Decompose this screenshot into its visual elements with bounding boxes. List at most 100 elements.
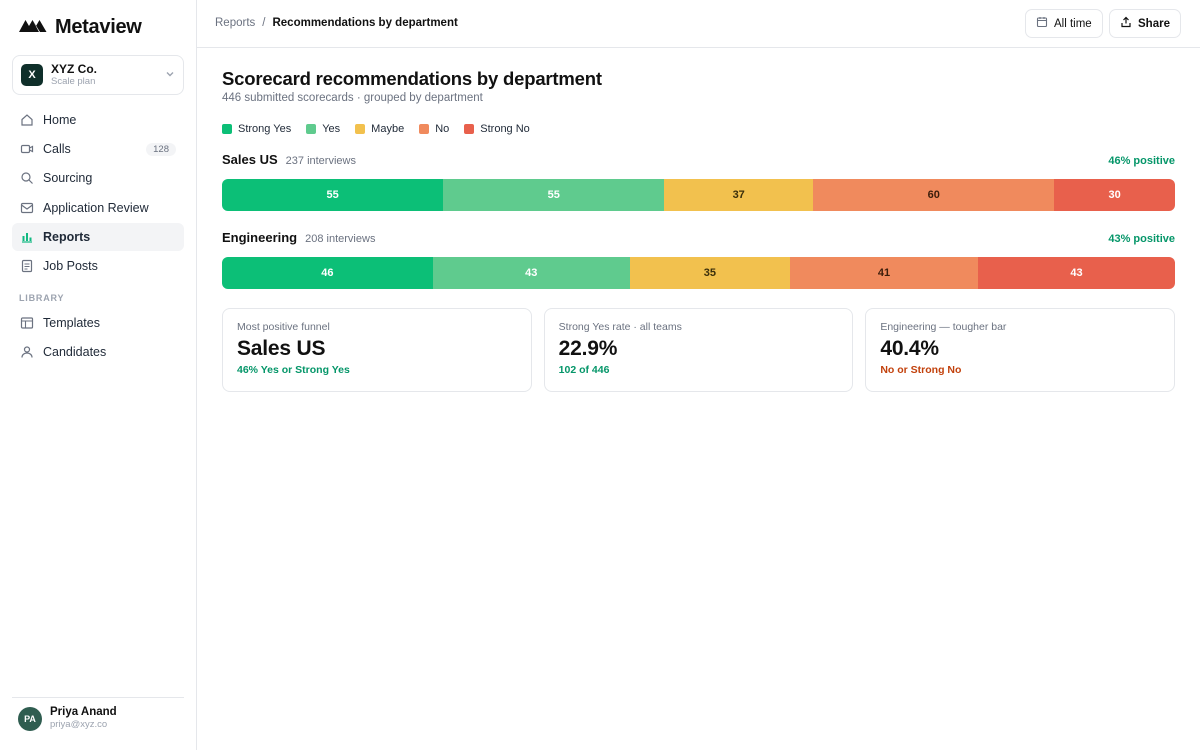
sidebar-item-label: Sourcing	[43, 171, 93, 186]
legend-item: No	[419, 123, 449, 135]
sidebar-item-candidates[interactable]: Candidates	[12, 338, 184, 366]
template-icon	[20, 316, 34, 330]
sidebar-item-label: Reports	[43, 229, 91, 244]
department-sales-us: Sales US 237 interviews 46% positive 55 5…	[222, 152, 1175, 211]
bar-segment-no[interactable]: 41	[790, 257, 978, 289]
card-value: 22.9%	[558, 337, 618, 360]
breadcrumb: Reports / Recommendations by department	[215, 17, 458, 29]
legend-label: Yes	[322, 123, 341, 135]
sidebar-item-label: Application Review	[43, 200, 149, 215]
bar-segment-yes[interactable]: 43	[432, 257, 630, 289]
avatar: PA	[18, 706, 42, 731]
legend-item: Maybe	[355, 123, 404, 135]
legend-item: Strong Yes	[222, 123, 291, 135]
sidebar: Metaview X XYZ Co. Scale plan Home Calls…	[0, 0, 197, 750]
legend-label: No	[435, 123, 450, 135]
legend-swatch	[222, 124, 232, 134]
legend-swatch	[419, 124, 430, 134]
share-label: Share	[1138, 17, 1170, 30]
legend-label: Strong Yes	[238, 123, 292, 135]
workspace-badge: X	[21, 64, 43, 86]
card-note: 46% Yes or Strong Yes	[237, 364, 350, 376]
department-name: Engineering	[222, 230, 298, 245]
stacked-bar-engineering: 46 43 35 41 43	[222, 257, 1175, 289]
sidebar-item-label: Candidates	[43, 345, 107, 360]
sidebar-nav: Home Calls 128 Sourcing Application Revi…	[12, 106, 184, 368]
sidebar-item-application-review[interactable]: Application Review	[12, 194, 184, 222]
bar-segment-yes[interactable]: 55	[443, 179, 665, 211]
legend-label: Maybe	[371, 123, 405, 135]
search-icon	[20, 171, 34, 185]
summary-cards: Most positive funnel Sales US 46% Yes or…	[222, 308, 1176, 392]
bar-chart-icon	[20, 230, 34, 244]
workspace-name: XYZ Co.	[51, 62, 98, 76]
user-icon	[20, 345, 34, 359]
breadcrumb-current: Recommendations by department	[272, 17, 458, 29]
share-icon	[1120, 16, 1132, 31]
legend-item: Strong No	[464, 123, 530, 135]
bar-segment-strong-no[interactable]: 43	[977, 257, 1175, 289]
summary-card: Most positive funnel Sales US 46% Yes or…	[222, 308, 532, 392]
sidebar-item-calls[interactable]: Calls 128	[12, 135, 184, 163]
card-label: Engineering — tougher bar	[880, 321, 1007, 333]
workspace-plan: Scale plan	[51, 76, 96, 87]
page-title: Scorecard recommendations by department	[222, 68, 602, 89]
sidebar-item-home[interactable]: Home	[12, 106, 184, 134]
department-interviews: 237 interviews	[285, 155, 356, 167]
calls-count-badge: 128	[146, 142, 176, 156]
video-icon	[20, 142, 34, 156]
card-value: Sales US	[237, 337, 326, 360]
department-positive-rate: 43% positive	[1108, 233, 1175, 245]
sidebar-item-label: Calls	[43, 142, 71, 157]
workspace-switcher[interactable]: X XYZ Co. Scale plan	[12, 55, 184, 95]
date-range-button[interactable]: All time	[1025, 9, 1103, 38]
library-heading: LIBRARY	[19, 293, 65, 304]
user-name: Priya Anand	[50, 706, 117, 718]
sidebar-item-job-posts[interactable]: Job Posts	[12, 252, 184, 280]
top-bar: Reports / Recommendations by department …	[197, 0, 1200, 48]
bar-segment-strong-yes[interactable]: 46	[222, 257, 433, 289]
user-profile[interactable]: PA Priya Anand priya@xyz.co	[12, 697, 184, 731]
bar-segment-strong-yes[interactable]: 55	[222, 179, 444, 211]
date-range-label: All time	[1054, 17, 1092, 30]
card-label: Strong Yes rate · all teams	[558, 321, 682, 333]
bar-segment-no[interactable]: 60	[813, 179, 1055, 211]
legend-swatch	[464, 124, 475, 134]
sidebar-item-label: Home	[43, 113, 77, 127]
sidebar-item-reports[interactable]: Reports	[12, 222, 184, 251]
user-email: priya@xyz.co	[50, 719, 108, 730]
card-note: 102 of 446	[558, 364, 610, 376]
card-value: 40.4%	[880, 337, 939, 360]
sidebar-item-label: Job Posts	[43, 258, 98, 273]
calendar-icon	[1036, 16, 1048, 31]
inbox-icon	[20, 201, 34, 215]
bar-segment-maybe[interactable]: 37	[664, 179, 814, 211]
legend-label: Strong No	[480, 123, 530, 135]
metaview-logo-icon	[18, 15, 48, 40]
card-label: Most positive funnel	[237, 321, 330, 333]
legend-swatch	[355, 124, 366, 134]
summary-card: Strong Yes rate · all teams 22.9% 102 of…	[543, 308, 854, 392]
bar-segment-strong-no[interactable]: 30	[1054, 179, 1175, 211]
stacked-bar-sales-us: 55 55 37 60 30	[222, 179, 1175, 211]
document-icon	[20, 259, 34, 273]
logo[interactable]: Metaview	[18, 15, 142, 40]
legend-item: Yes	[306, 123, 340, 135]
breadcrumb-parent[interactable]: Reports	[215, 17, 256, 29]
department-positive-rate: 46% positive	[1108, 155, 1175, 167]
chart-legend: Strong Yes Yes Maybe No Strong No	[222, 123, 530, 135]
department-interviews: 208 interviews	[305, 233, 376, 245]
department-name: Sales US	[222, 152, 278, 167]
sidebar-item-label: Templates	[43, 316, 100, 331]
home-icon	[20, 113, 34, 127]
summary-card: Engineering — tougher bar 40.4% No or St…	[865, 308, 1176, 392]
card-note: No or Strong No	[880, 364, 962, 376]
sidebar-item-sourcing[interactable]: Sourcing	[12, 164, 184, 192]
bar-segment-maybe[interactable]: 35	[629, 257, 791, 289]
sidebar-item-templates[interactable]: Templates	[12, 309, 184, 337]
department-engineering: Engineering 208 interviews 43% positive …	[222, 230, 1175, 289]
share-button[interactable]: Share	[1109, 9, 1181, 38]
legend-swatch	[306, 124, 317, 134]
chevron-down-icon	[165, 66, 175, 84]
app-name: Metaview	[55, 16, 142, 38]
